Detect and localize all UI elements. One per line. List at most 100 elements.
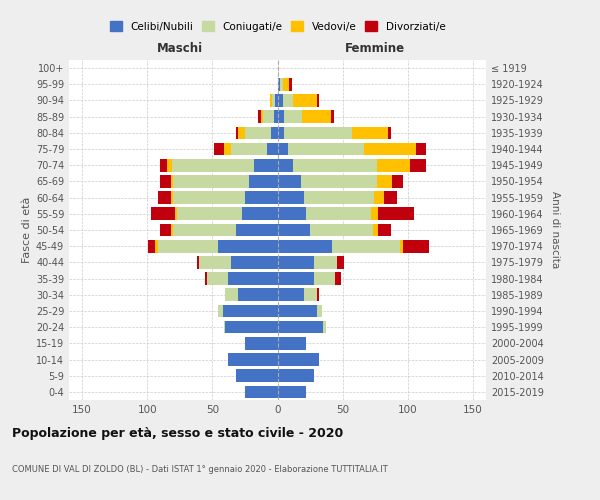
Bar (197, 256, 199, 268)
Bar (378, 208, 415, 220)
Bar (175, 208, 177, 220)
Bar (410, 159, 426, 172)
Bar (277, 240, 332, 252)
Bar (304, 288, 317, 301)
Bar (226, 288, 238, 301)
Bar (223, 304, 277, 318)
Bar (277, 337, 306, 349)
Bar (277, 353, 319, 366)
Bar (277, 192, 304, 204)
Bar (385, 192, 397, 204)
Bar (377, 175, 392, 188)
Bar (283, 78, 289, 90)
Bar (388, 126, 391, 139)
Bar (310, 224, 373, 236)
Bar (207, 272, 228, 285)
Legend: Celibi/Nubili, Coniugati/e, Vedovi/e, Divorziati/e: Celibi/Nubili, Coniugati/e, Vedovi/e, Di… (107, 20, 448, 34)
Bar (277, 224, 310, 236)
Bar (277, 78, 280, 90)
Bar (301, 175, 377, 188)
Bar (378, 224, 391, 236)
Bar (403, 240, 428, 252)
Bar (304, 192, 374, 204)
Bar (236, 126, 238, 139)
Bar (170, 224, 173, 236)
Bar (170, 175, 173, 188)
Bar (317, 304, 322, 318)
Bar (289, 78, 292, 90)
Bar (277, 126, 284, 139)
Bar (284, 126, 352, 139)
Bar (224, 321, 226, 334)
Bar (277, 272, 314, 285)
Bar (167, 159, 172, 172)
Bar (373, 224, 378, 236)
Bar (277, 159, 293, 172)
Bar (277, 208, 306, 220)
Bar (277, 370, 314, 382)
Bar (173, 175, 249, 188)
Bar (245, 386, 277, 398)
Bar (332, 240, 400, 252)
Bar (172, 159, 254, 172)
Bar (277, 321, 323, 334)
Bar (400, 240, 403, 252)
Bar (228, 353, 277, 366)
Bar (249, 175, 277, 188)
Bar (269, 94, 272, 107)
Bar (335, 272, 341, 285)
Bar (218, 304, 223, 318)
Text: Maschi: Maschi (157, 42, 203, 55)
Bar (148, 240, 155, 252)
Bar (230, 142, 267, 156)
Bar (245, 126, 271, 139)
Bar (392, 175, 403, 188)
Bar (245, 337, 277, 349)
Bar (254, 159, 277, 172)
Bar (160, 224, 170, 236)
Bar (306, 208, 371, 220)
Bar (277, 94, 283, 107)
Bar (277, 386, 306, 398)
Bar (218, 240, 277, 252)
Bar (160, 159, 167, 172)
Bar (275, 94, 277, 107)
Bar (272, 94, 275, 107)
Bar (271, 126, 277, 139)
Y-axis label: Anni di nascita: Anni di nascita (550, 192, 560, 268)
Bar (158, 240, 218, 252)
Bar (242, 208, 277, 220)
Bar (263, 110, 274, 123)
Bar (258, 110, 260, 123)
Text: Femmine: Femmine (345, 42, 405, 55)
Bar (245, 192, 277, 204)
Bar (173, 224, 236, 236)
Bar (151, 208, 175, 220)
Bar (205, 272, 207, 285)
Y-axis label: Fasce di età: Fasce di età (22, 197, 32, 263)
Bar (236, 224, 277, 236)
Bar (160, 175, 170, 188)
Bar (277, 142, 288, 156)
Bar (317, 288, 319, 301)
Bar (337, 256, 344, 268)
Bar (277, 175, 301, 188)
Bar (317, 94, 319, 107)
Bar (277, 304, 317, 318)
Text: COMUNE DI VAL DI ZOLDO (BL) - Dati ISTAT 1° gennaio 2020 - Elaborazione TUTTITAL: COMUNE DI VAL DI ZOLDO (BL) - Dati ISTAT… (12, 466, 388, 474)
Bar (158, 192, 170, 204)
Bar (274, 110, 277, 123)
Bar (331, 110, 334, 123)
Bar (280, 78, 283, 90)
Bar (314, 272, 335, 285)
Bar (224, 142, 230, 156)
Bar (230, 256, 277, 268)
Bar (260, 110, 263, 123)
Bar (199, 256, 230, 268)
Bar (267, 142, 277, 156)
Bar (277, 256, 314, 268)
Bar (277, 110, 284, 123)
Bar (238, 288, 277, 301)
Bar (214, 142, 224, 156)
Bar (283, 94, 293, 107)
